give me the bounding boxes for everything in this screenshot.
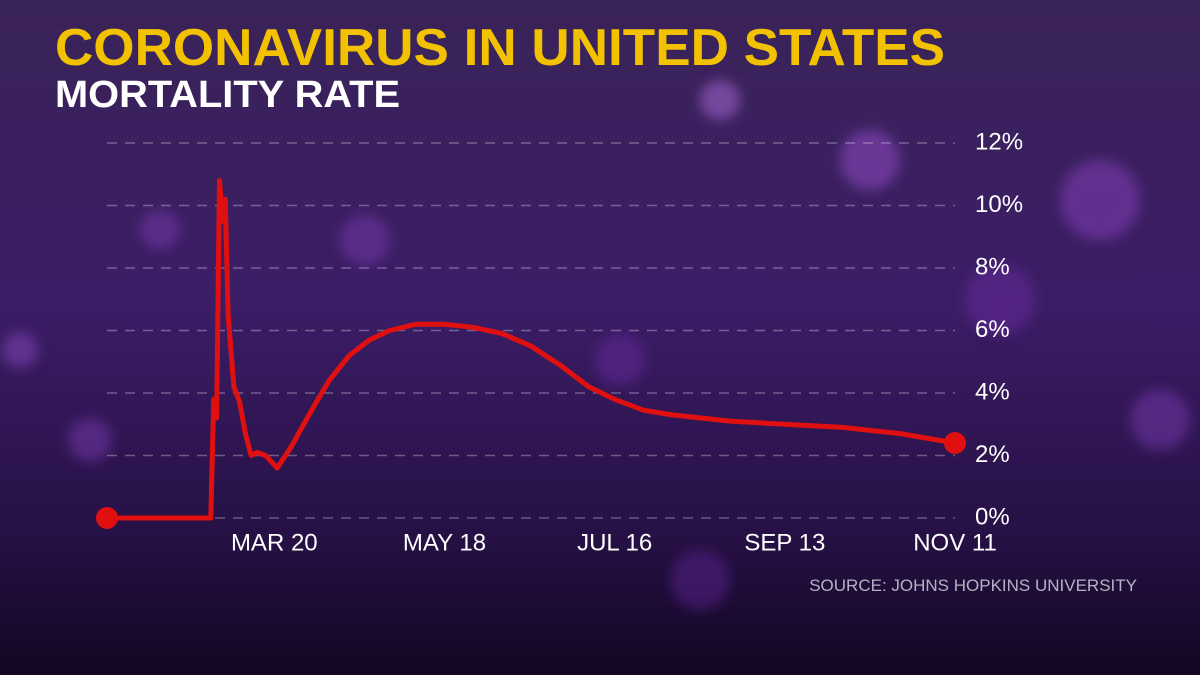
y-tick-label: 0% — [975, 503, 1010, 530]
x-tick-label: JUL 16 — [577, 529, 652, 556]
chart-subtitle: MORTALITY RATE — [55, 74, 400, 116]
source-note: SOURCE: JOHNS HOPKINS UNIVERSITY — [809, 576, 1137, 595]
y-tick-label: 2% — [975, 441, 1010, 468]
x-tick-label: MAY 18 — [403, 529, 486, 556]
background-blobs — [2, 80, 1190, 610]
end-point — [944, 432, 966, 454]
x-tick-label: SEP 13 — [744, 529, 825, 556]
x-tick-label: NOV 11 — [913, 529, 997, 556]
x-tick-label: MAR 20 — [231, 529, 318, 556]
end-point — [96, 507, 118, 529]
y-tick-label: 4% — [975, 378, 1010, 405]
y-tick-label: 6% — [975, 316, 1010, 343]
y-tick-label: 12% — [975, 128, 1023, 155]
data-line — [107, 178, 956, 521]
chart-title: CORONAVIRUS IN UNITED STATES — [55, 19, 945, 77]
y-tick-label: 10% — [975, 191, 1023, 218]
y-tick-label: 8% — [975, 253, 1010, 280]
